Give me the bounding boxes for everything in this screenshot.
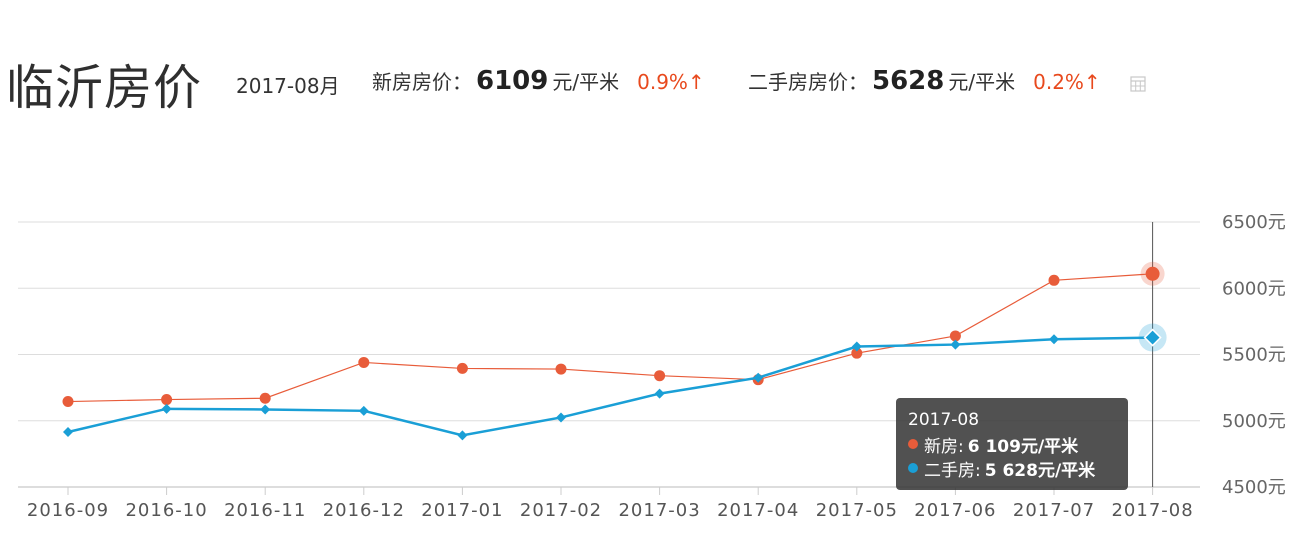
data-point-new-house [62, 396, 74, 408]
data-point-new-house [851, 347, 863, 359]
city-title: 临沂房价 [6, 60, 203, 116]
tooltip-second-value: 5 628元/平米 [984, 460, 1096, 481]
x-tick-label: 2016-11 [224, 500, 306, 521]
data-point-second-house [556, 412, 566, 423]
tooltip-row-new: 新房: 6 109元/平米 [908, 432, 1116, 457]
second-house-value: 5628 [872, 66, 945, 96]
data-point-second-house [654, 388, 665, 399]
y-tick-label: 5000元 [1222, 411, 1286, 432]
data-point-second-house [457, 430, 468, 441]
second-house-unit: 元/平米 [948, 70, 1016, 94]
y-axis: 4500元 5000元 5500元 6000元 6500元 [1222, 212, 1286, 498]
x-tick-label: 2017-07 [1013, 500, 1095, 521]
x-tick-label: 2017-01 [421, 500, 503, 521]
y-tick-label: 6000元 [1222, 278, 1286, 299]
x-tick-label: 2017-06 [914, 500, 996, 521]
data-point-new-house [1048, 274, 1060, 286]
data-point-second-house [63, 427, 73, 438]
data-point-new-house [358, 356, 370, 368]
tooltip-new-label: 新房: [924, 436, 964, 457]
data-point-new-house [1145, 266, 1160, 281]
new-house-value: 6109 [476, 66, 549, 96]
calculator-icon[interactable] [1130, 76, 1146, 92]
new-house-price: 新房房价： 6109 元/平米 0.9%↑ [372, 66, 705, 96]
x-tick-label: 2017-02 [520, 500, 602, 521]
data-point-second-house [950, 339, 961, 350]
tooltip-dot-new [908, 439, 918, 449]
data-point-second-house [1049, 334, 1059, 345]
data-point-second-house [358, 405, 369, 416]
data-point-second-house [851, 341, 862, 352]
x-tick-label: 2016-12 [323, 500, 405, 521]
series-new-house [62, 261, 1165, 408]
data-point-new-house [456, 362, 468, 374]
second-house-price: 二手房房价： 5628 元/平米 0.2%↑ [748, 66, 1101, 96]
data-point-second-house [753, 372, 764, 383]
price-trend-chart: 2016-09 2016-10 2016-11 2016-12 2017-01 2017-… [18, 212, 1286, 521]
data-point-new-house [949, 330, 961, 342]
x-tick-label: 2017-04 [717, 500, 799, 521]
data-point-new-house [654, 370, 666, 382]
tooltip-second-label: 二手房: [924, 460, 981, 481]
data-point-new-house [161, 394, 173, 406]
data-point-second-house [161, 403, 172, 414]
y-tick-label: 6500元 [1222, 212, 1286, 233]
x-tick-label: 2017-03 [618, 500, 700, 521]
series-second-house [63, 323, 1167, 441]
price-header: 临沂房价 2017-08月 新房房价： 6109 元/平米 0.9%↑ 二手房房价： 5… [0, 40, 1304, 120]
data-point-second-house [260, 404, 271, 415]
tooltip-new-value: 6 109元/平米 [967, 436, 1079, 457]
x-tick-label: 2017-08 [1111, 500, 1193, 521]
tooltip-dot-second [908, 463, 918, 473]
y-tick-label: 4500元 [1222, 477, 1286, 498]
data-point-new-house [555, 363, 567, 375]
series-line-new-house [67, 273, 1153, 403]
tooltip-row-second: 二手房: 5 628元/平米 [908, 456, 1116, 481]
data-point-new-house [259, 392, 271, 404]
x-axis: 2016-09 2016-10 2016-11 2016-12 2017-01 2017-… [27, 487, 1193, 521]
x-tick-label: 2016-10 [125, 500, 207, 521]
report-date: 2017-08月 [236, 74, 340, 98]
new-house-unit: 元/平米 [552, 70, 620, 94]
new-house-label: 新房房价： [372, 70, 472, 94]
x-tick-label: 2016-09 [27, 500, 109, 521]
y-tick-label: 5500元 [1222, 345, 1286, 366]
tooltip-date: 2017-08 [908, 410, 980, 430]
second-house-label: 二手房房价： [748, 70, 868, 94]
data-point-second-house [1143, 328, 1162, 347]
second-house-change: 0.2%↑ [1033, 70, 1101, 94]
chart-tooltip: 2017-08 新房: 6 109元/平米 二手房: 5 628元/平米 [896, 398, 1128, 490]
new-house-change: 0.9%↑ [637, 70, 705, 94]
x-tick-label: 2017-05 [816, 500, 898, 521]
series-line-second-house [67, 336, 1153, 437]
